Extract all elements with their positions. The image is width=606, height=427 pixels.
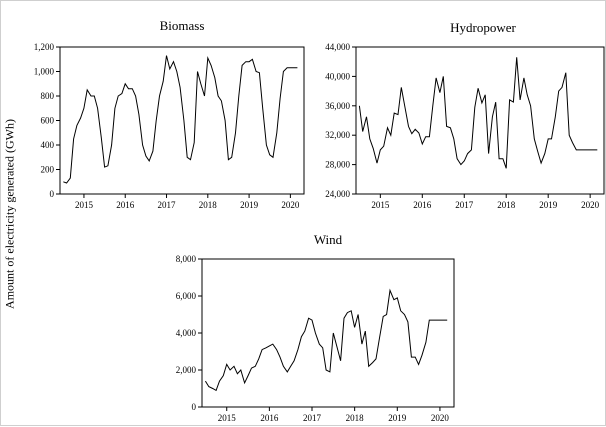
biomass-y-tick: 200 xyxy=(41,165,60,175)
wind-y-tick-label: 8,000 xyxy=(176,254,197,264)
biomass-y-tick: 0 xyxy=(50,189,60,199)
hydropower-x-tick: 2020 xyxy=(581,194,600,210)
hydropower-y-tick: 44,000 xyxy=(325,42,356,52)
biomass-y-tick-label: 0 xyxy=(50,189,55,199)
wind-y-tick-label: 0 xyxy=(192,402,197,412)
hydropower-panel: Hydropower 24,000 28,000 32,000 36,000 40,000… xyxy=(325,20,605,210)
biomass-y-tick: 600 xyxy=(41,116,60,126)
wind-x-tick: 2019 xyxy=(388,407,407,423)
hydropower-x-tick-label: 2019 xyxy=(539,200,558,210)
biomass-x-tick-label: 2017 xyxy=(158,200,177,210)
wind-y-tick-label: 4,000 xyxy=(176,328,197,338)
wind-y-tick: 2,000 xyxy=(176,365,202,375)
hydropower-series-line xyxy=(358,57,598,169)
biomass-title: Biomass xyxy=(160,18,205,33)
wind-title: Wind xyxy=(314,232,343,247)
biomass-x-tick: 2020 xyxy=(281,194,300,210)
biomass-y-tick: 1,000 xyxy=(34,67,60,77)
wind-plot-frame xyxy=(201,258,455,408)
wind-y-tick-label: 2,000 xyxy=(176,365,197,375)
wind-x-tick: 2016 xyxy=(260,407,279,423)
biomass-x-tick: 2015 xyxy=(75,194,94,210)
hydropower-y-tick-label: 24,000 xyxy=(325,189,350,199)
hydropower-y-tick: 32,000 xyxy=(325,130,356,140)
biomass-panel: Biomass 0 200 400 600 800 1,000 1,200 2015 2016 20… xyxy=(34,18,305,210)
hydropower-title: Hydropower xyxy=(450,20,516,35)
wind-x-tick-label: 2016 xyxy=(260,413,279,423)
biomass-x-tick-label: 2018 xyxy=(199,200,218,210)
wind-series-line xyxy=(204,288,448,392)
wind-x-tick-label: 2019 xyxy=(388,413,407,423)
hydropower-x-tick: 2015 xyxy=(371,194,390,210)
wind-panel: Wind 0 2,000 4,000 6,000 8,000 2015 2016 2017 201… xyxy=(176,232,455,423)
biomass-x-tick: 2018 xyxy=(199,194,218,210)
wind-x-tick: 2015 xyxy=(218,407,237,423)
biomass-y-tick-label: 800 xyxy=(41,91,55,101)
wind-x-tick-label: 2017 xyxy=(303,413,322,423)
wind-x-tick-label: 2015 xyxy=(218,413,237,423)
wind-y-tick: 8,000 xyxy=(176,254,202,264)
biomass-y-tick-label: 1,000 xyxy=(34,67,55,77)
hydropower-x-tick: 2019 xyxy=(539,194,558,210)
wind-x-tick: 2017 xyxy=(303,407,322,423)
hydropower-x-tick-label: 2015 xyxy=(371,200,390,210)
hydropower-x-tick-label: 2017 xyxy=(455,200,474,210)
hydropower-y-tick-label: 36,000 xyxy=(325,101,350,111)
wind-x-tick-label: 2020 xyxy=(431,413,450,423)
hydropower-x-tick: 2016 xyxy=(413,194,432,210)
wind-y-tick: 0 xyxy=(192,402,202,412)
hydropower-x-tick: 2017 xyxy=(455,194,474,210)
hydropower-x-tick-label: 2020 xyxy=(581,200,600,210)
hydropower-x-tick-label: 2016 xyxy=(413,200,432,210)
biomass-y-tick-label: 1,200 xyxy=(34,42,55,52)
hydropower-y-tick-label: 32,000 xyxy=(325,130,350,140)
wind-y-tick: 4,000 xyxy=(176,328,202,338)
biomass-y-tick: 400 xyxy=(41,140,60,150)
biomass-x-tick-label: 2020 xyxy=(281,200,300,210)
biomass-x-tick-label: 2016 xyxy=(116,200,135,210)
biomass-x-tick: 2019 xyxy=(240,194,259,210)
wind-x-tick: 2020 xyxy=(431,407,450,423)
wind-y-tick-label: 6,000 xyxy=(176,291,197,301)
hydropower-y-tick-label: 44,000 xyxy=(325,42,350,52)
biomass-y-tick-label: 200 xyxy=(41,165,55,175)
hydropower-y-tick-label: 40,000 xyxy=(325,71,350,81)
biomass-y-tick: 800 xyxy=(41,91,60,101)
hydropower-x-tick-label: 2018 xyxy=(497,200,516,210)
hydropower-x-tick: 2018 xyxy=(497,194,516,210)
wind-y-tick: 6,000 xyxy=(176,291,202,301)
hydropower-y-tick: 28,000 xyxy=(325,160,356,170)
biomass-x-tick-label: 2015 xyxy=(75,200,94,210)
wind-x-tick: 2018 xyxy=(346,407,365,423)
biomass-y-tick-label: 400 xyxy=(41,140,55,150)
hydropower-y-tick: 24,000 xyxy=(325,189,356,199)
biomass-y-tick-label: 600 xyxy=(41,116,55,126)
wind-x-tick-label: 2018 xyxy=(346,413,365,423)
hydropower-y-tick-label: 28,000 xyxy=(325,160,350,170)
biomass-x-tick-label: 2019 xyxy=(240,200,259,210)
biomass-x-tick: 2016 xyxy=(116,194,135,210)
biomass-series-line xyxy=(63,55,298,184)
hydropower-plot-frame xyxy=(355,46,605,195)
biomass-x-tick: 2017 xyxy=(158,194,177,210)
hydropower-y-tick: 40,000 xyxy=(325,71,356,81)
hydropower-y-tick: 36,000 xyxy=(325,101,356,111)
biomass-y-tick: 1,200 xyxy=(34,42,60,52)
biomass-plot-frame xyxy=(59,46,305,195)
